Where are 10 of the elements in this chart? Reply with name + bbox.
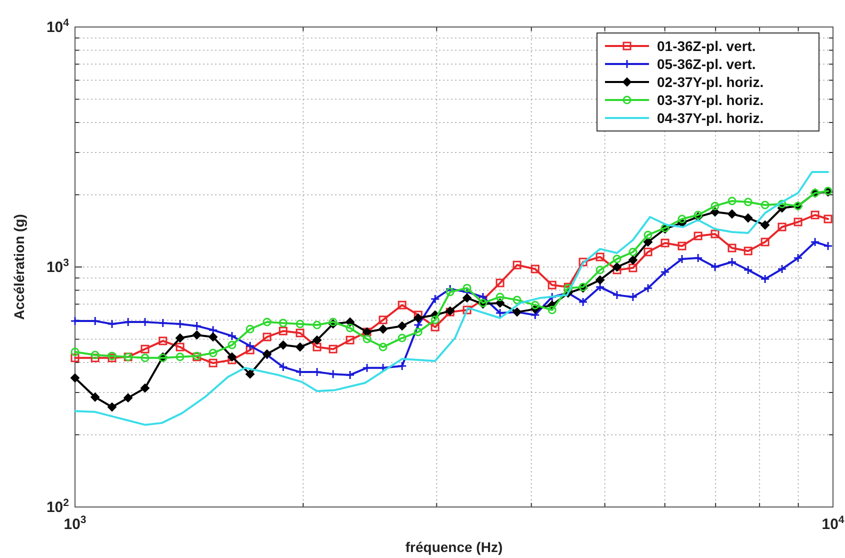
legend-label: 05-36Z-pl. vert. xyxy=(657,56,756,72)
legend-label: 04-37Y-pl. horiz. xyxy=(657,110,764,126)
y-axis-title: Accélération (g) xyxy=(11,214,27,320)
y-tick-label: 10$^{4}$ xyxy=(46,17,70,36)
y-tick-label: 10$^{2}$ xyxy=(46,497,70,516)
x-axis-title: fréquence (Hz) xyxy=(405,539,503,555)
legend-label: 02-37Y-pl. horiz. xyxy=(657,74,764,90)
legend-label: 01-36Z-pl. vert. xyxy=(657,38,756,54)
y-tick-label: 10$^{3}$ xyxy=(46,257,70,276)
legend-label: 03-37Y-pl. horiz. xyxy=(657,92,764,108)
